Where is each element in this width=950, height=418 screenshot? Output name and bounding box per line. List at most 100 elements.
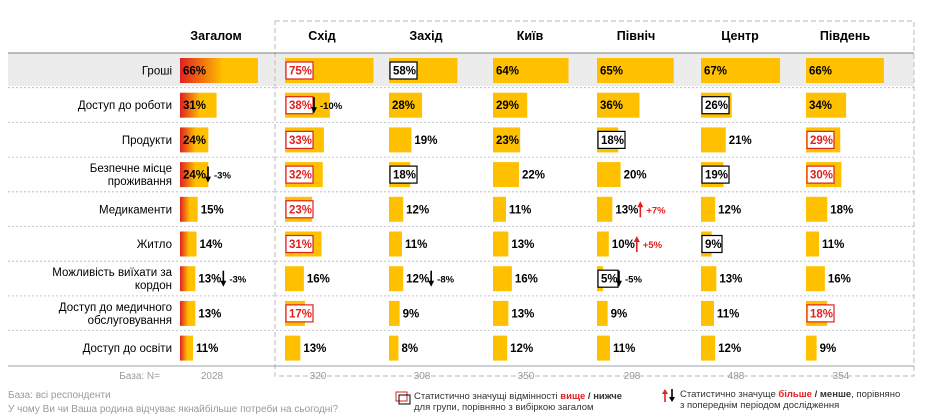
value-label: 18%: [810, 308, 833, 320]
data-cell: 12%: [701, 196, 741, 222]
row-label-line: Доступ до медичного: [59, 302, 172, 314]
value-bar: [806, 58, 884, 83]
data-cell: 13%: [701, 266, 742, 292]
value-label: 21%: [729, 135, 752, 147]
value-label: 23%: [289, 204, 312, 216]
value-label: 18%: [393, 170, 416, 182]
significance-box-lower: [597, 269, 619, 288]
value-label: 28%: [392, 100, 415, 112]
value-label: 75%: [289, 66, 312, 78]
data-cell: 66%: [180, 58, 258, 83]
value-label: 15%: [201, 204, 224, 216]
footnote-base: База: всі респонденти: [8, 390, 111, 401]
significance-box-lower: [389, 165, 418, 184]
value-bar: [806, 335, 817, 361]
data-cell: 18%: [597, 127, 626, 153]
data-cell: 67%: [701, 58, 781, 83]
table-row: Продукти 24% 33% 19% 23% 18% 21% 29%: [122, 127, 841, 153]
value-bar: [493, 58, 569, 83]
value-bar: [701, 300, 714, 326]
data-cell: 11%: [701, 300, 739, 326]
value-bar: [806, 196, 828, 222]
value-label: 11%: [613, 343, 635, 355]
value-label: 16%: [828, 274, 851, 286]
arrow-head: [616, 280, 622, 287]
data-cell: 65%: [597, 58, 674, 83]
legend-box-icon-black: [398, 394, 411, 405]
data-cell: 16%: [285, 266, 330, 292]
table-row: Гроші 66% 75% 58% 64% 65% 67% 66%: [142, 58, 884, 83]
value-bar: [389, 266, 404, 292]
value-label: 11%: [509, 204, 531, 216]
value-bar: [493, 92, 528, 118]
value-label: 32%: [289, 170, 312, 182]
data-cell: 9%: [806, 335, 836, 361]
value-label: 13%: [615, 204, 638, 216]
column-header: Загалом: [190, 29, 241, 43]
significance-box-higher: [806, 304, 835, 323]
value-bar: [180, 127, 209, 153]
significance-box-lower: [701, 165, 730, 184]
change-label: -3%: [214, 171, 231, 182]
data-cell: 18%: [806, 300, 835, 326]
row-label-line: обслуговування: [88, 315, 172, 327]
legend-box-significance: Статистично значущі відмінності вище / н…: [395, 391, 622, 413]
value-bar: [701, 127, 726, 153]
arrow-head: [428, 280, 435, 287]
value-bar: [597, 231, 609, 257]
data-cell: 23%: [493, 127, 521, 153]
value-label: 66%: [809, 66, 832, 78]
data-cell: 29%: [806, 127, 841, 153]
value-label: 20%: [624, 170, 647, 182]
value-label: 12%: [718, 343, 741, 355]
value-label: 19%: [414, 135, 437, 147]
data-cell: 75%: [285, 58, 374, 83]
value-label: 8%: [401, 343, 418, 355]
data-cell: 23%: [285, 196, 314, 222]
data-cell: 29%: [493, 92, 528, 118]
data-cell: 13%: [285, 335, 326, 361]
value-bar: [701, 335, 716, 361]
arrow-head: [633, 236, 640, 242]
significance-box-lower: [389, 61, 418, 80]
value-label: 23%: [496, 135, 519, 147]
value-bar: [389, 127, 412, 153]
data-cell: 17%: [285, 300, 314, 326]
value-label: 14%: [200, 239, 223, 251]
value-label: 19%: [705, 170, 728, 182]
data-cell: 38% -10%: [285, 92, 343, 118]
value-label: 11%: [822, 239, 844, 251]
data-cell: 18%: [806, 196, 853, 222]
column-header: Центр: [721, 29, 759, 43]
data-cell: 20%: [597, 162, 647, 188]
value-bar: [285, 266, 304, 292]
change-label: -8%: [437, 275, 454, 286]
value-bar: [285, 335, 301, 361]
value-label: 13%: [198, 308, 221, 320]
base-count: 350: [518, 371, 535, 382]
data-cell: 5% -5%: [597, 266, 642, 292]
data-cell: 9%: [701, 231, 723, 257]
row-label-line: Доступ до освіти: [83, 343, 172, 355]
data-cell: 9%: [597, 300, 627, 326]
base-label: База: N=: [119, 371, 160, 382]
base-count: 2028: [201, 371, 224, 382]
row-label-line: кордон: [135, 280, 172, 292]
data-cell: 12%: [493, 335, 533, 361]
value-label: 18%: [830, 204, 853, 216]
value-label: 22%: [522, 170, 545, 182]
change-label: +5%: [643, 240, 663, 251]
value-label: 31%: [183, 100, 206, 112]
value-label: 38%: [289, 100, 312, 112]
base-count: 354: [833, 371, 850, 382]
significance-box-higher: [285, 130, 314, 149]
value-bar: [389, 92, 423, 118]
value-label: 12%: [406, 204, 429, 216]
value-label: 17%: [289, 308, 312, 320]
data-cell: 11%: [180, 335, 218, 361]
significance-box-higher: [285, 165, 314, 184]
row-label-line: Можливість виїхати за: [52, 267, 172, 279]
value-label: 65%: [600, 66, 623, 78]
value-bar: [389, 231, 402, 257]
